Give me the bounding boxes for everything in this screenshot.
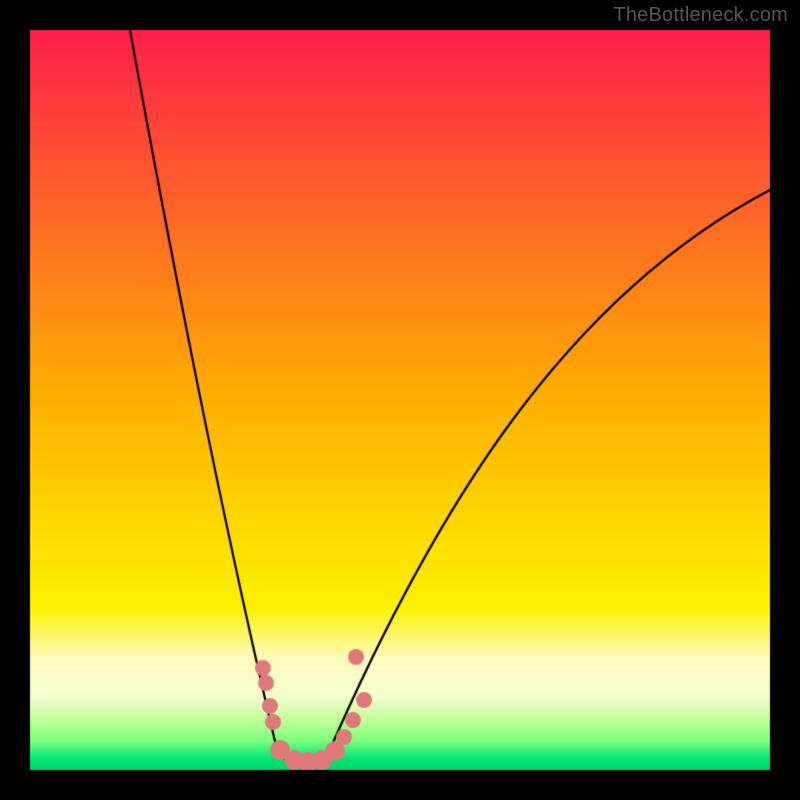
chart-container: TheBottleneck.com [0,0,800,800]
watermark-text: TheBottleneck.com [613,4,788,27]
bottleneck-curve-chart [0,0,800,800]
